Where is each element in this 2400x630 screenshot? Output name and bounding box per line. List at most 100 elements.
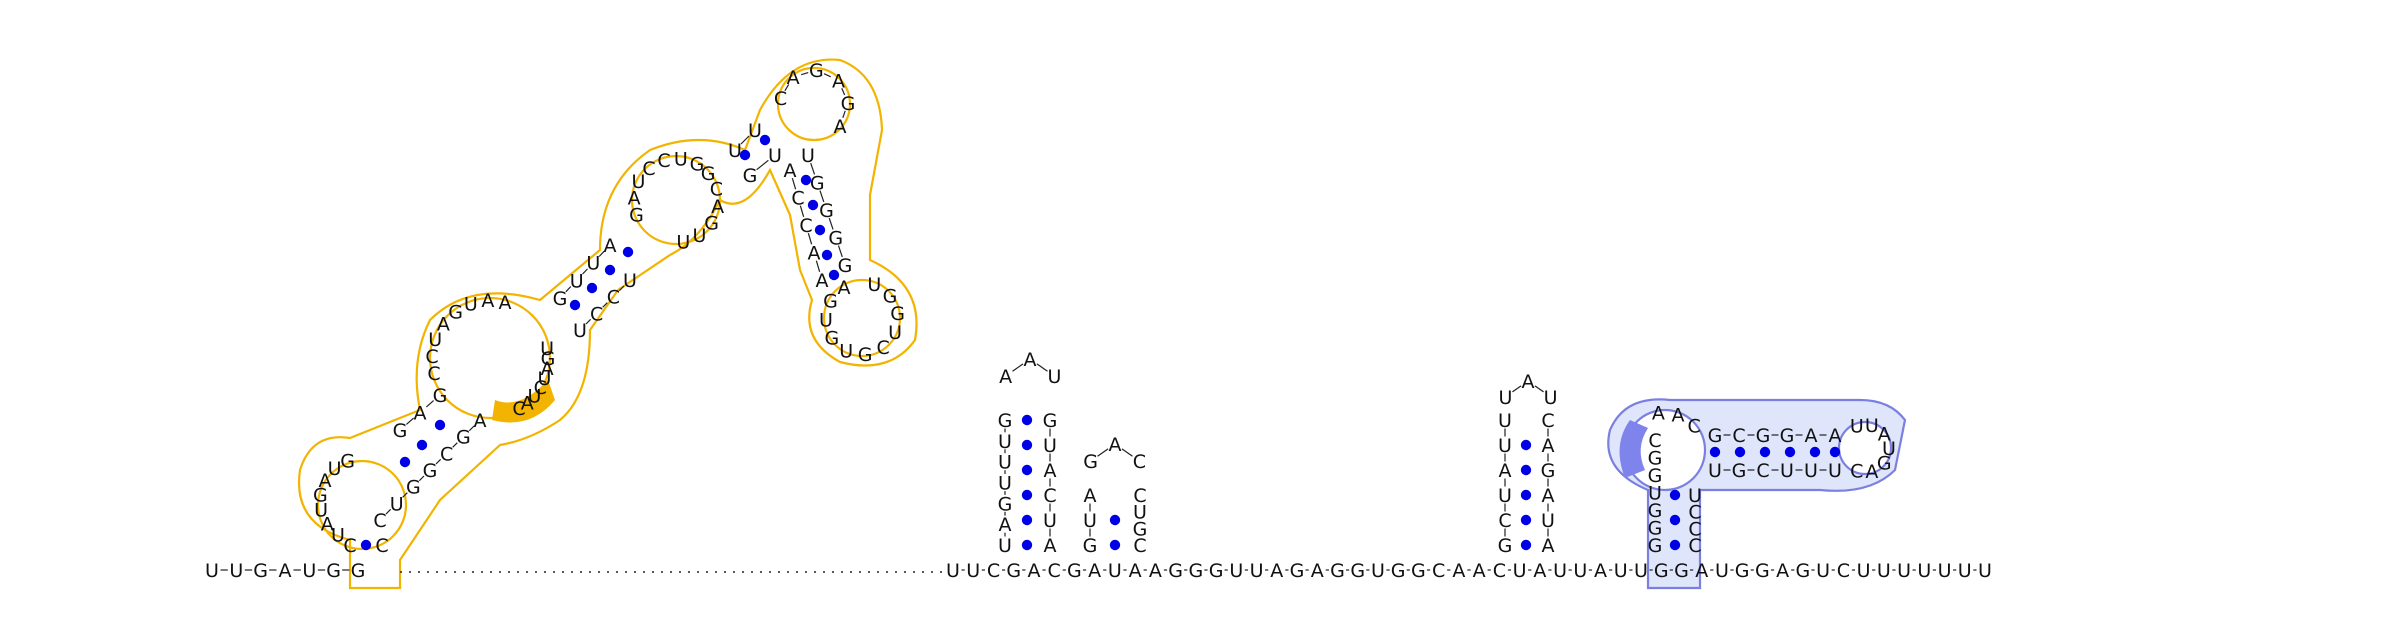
base-pair-dot [759, 134, 771, 146]
nucleotide: G [1133, 518, 1148, 540]
nucleotide: A [1044, 535, 1057, 557]
domain-outlines [297, 58, 1907, 590]
nucleotide: C [774, 88, 787, 110]
nucleotide: A [787, 67, 800, 89]
nucleotide: U [1804, 460, 1818, 482]
nucleotide: G [883, 285, 898, 307]
nucleotide: U [1083, 510, 1097, 532]
nucleotide: G [448, 301, 463, 323]
nucleotide: U [1553, 560, 1567, 582]
nucleotide: A [414, 403, 427, 425]
backbone-link [598, 250, 605, 257]
yellow-internal-loop-outline [630, 154, 722, 246]
base-pair-dot [586, 282, 598, 294]
nucleotide: A [1695, 560, 1708, 582]
yellow-domain-outline [297, 58, 918, 590]
nucleotide: C [1837, 560, 1850, 582]
backbone-link [435, 458, 442, 465]
backbone-link [385, 508, 392, 515]
nucleotide: A [1542, 485, 1555, 507]
nucleotide: A [999, 514, 1012, 536]
nucleotide: U [728, 140, 742, 162]
nucleotide: U [1857, 560, 1871, 582]
nucleotide: U [632, 171, 646, 193]
nucleotide: A [1027, 560, 1040, 582]
backbone-link [1121, 448, 1133, 457]
nucleotide: U [867, 274, 881, 296]
backbone-link [740, 135, 750, 145]
base-pair-dot [1021, 539, 1033, 551]
nucleotide: U [229, 560, 243, 582]
nucleotide: C [343, 535, 356, 557]
nucleotide: U [1541, 510, 1555, 532]
nucleotide: A [1652, 403, 1665, 425]
nucleotide: U [1978, 560, 1992, 582]
blue-highlight [1619, 420, 1648, 478]
nucleotide: U [538, 368, 552, 390]
nucleotide: G [1290, 560, 1305, 582]
yellow-hairpin-loop-outline [822, 278, 902, 358]
nucleotide: A [1522, 371, 1535, 393]
nucleotide: C [657, 150, 670, 172]
nucleotide: U [570, 270, 584, 292]
nucleotide: U [998, 473, 1012, 495]
backbone-link [756, 159, 769, 171]
nucleotide: A [1452, 560, 1465, 582]
backbone-link [799, 205, 805, 218]
nucleotide: C [1043, 485, 1056, 507]
nucleotide: U [966, 560, 980, 582]
backbone-link [810, 162, 816, 175]
base-pair-dot [1109, 514, 1121, 526]
base-pair-dot [1021, 514, 1033, 526]
nucleotide: G [1877, 452, 1892, 474]
base-pair-dots [360, 134, 1841, 551]
nucleotide: U [302, 560, 316, 582]
nucleotide: G [1648, 465, 1663, 487]
base-pair-dot [1669, 539, 1681, 551]
base-pair-dot [1520, 514, 1532, 526]
nucleotide: A [1829, 425, 1842, 447]
nucleotide: U [1513, 560, 1527, 582]
nucleotide: G [1209, 560, 1224, 582]
nucleotide: G [1391, 560, 1406, 582]
nucleotide: G [998, 493, 1013, 515]
nucleotide: G [1756, 425, 1771, 447]
backbone-link [585, 318, 592, 325]
nucleotide: G [690, 154, 705, 176]
nucleotide: G [1735, 560, 1750, 582]
nucleotide: C [1133, 485, 1146, 507]
nucleotide: G [351, 560, 366, 582]
nucleotide: A [832, 70, 845, 92]
base-pair-dot [622, 246, 634, 258]
nucleotide: G [828, 228, 843, 250]
nucleotide: C [642, 158, 655, 180]
nucleotide: C [1133, 451, 1146, 473]
base-pair-dot [1520, 439, 1532, 451]
nucleotide: U [1816, 560, 1830, 582]
nucleotide: C [1498, 510, 1511, 532]
nucleotide: A [319, 470, 332, 492]
nucleotide: A [1473, 560, 1486, 582]
nucleotide: G [629, 204, 644, 226]
backbone-link [618, 285, 625, 292]
nucleotide: A [816, 270, 829, 292]
nucleotide: U [748, 120, 762, 142]
nucleotide: U [205, 560, 219, 582]
nucleotide: G [433, 385, 448, 407]
nucleotide: A [784, 160, 797, 182]
base-pair-dot [1021, 414, 1033, 426]
yellow-top-loop-outline [776, 66, 852, 142]
nucleotide: A [1865, 461, 1878, 483]
nucleotide: C [375, 535, 388, 557]
yellow-highlight [492, 380, 555, 423]
backbone-link [819, 190, 825, 203]
nucleotide: C [1850, 461, 1863, 483]
nucleotide: G [809, 60, 824, 82]
nucleotide: A [499, 292, 512, 314]
nucleotide: A [279, 560, 292, 582]
nucleotide: U [693, 225, 707, 247]
nucleotide: U [1498, 435, 1512, 457]
nucleotide: U [888, 322, 902, 344]
nucleotide: U [1498, 387, 1512, 409]
